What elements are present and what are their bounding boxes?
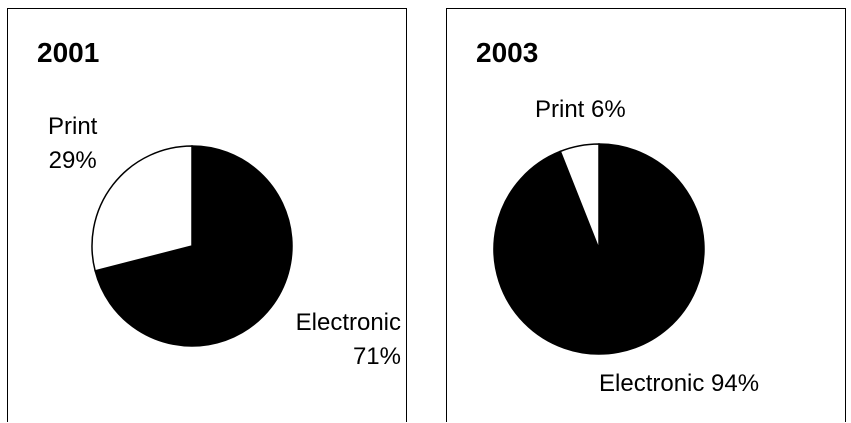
- slice-label-print-2003: Print 6%: [535, 93, 626, 127]
- slice-label-print-2001: Print 29%: [48, 110, 97, 178]
- slice-label-electronic-2001-name: Electronic: [295, 309, 401, 336]
- slice-label-electronic-2001: Electronic 71%: [296, 306, 401, 374]
- slice-label-electronic-2003-name: Electronic: [599, 370, 705, 397]
- pie-chart-2001: [91, 145, 293, 347]
- slice-label-electronic-2003: Electronic 94%: [599, 367, 759, 401]
- pie-slice-print-2001: [91, 145, 193, 272]
- pie-slice-electronic-2001: [94, 145, 293, 347]
- pie-chart-2003-panel: 2003 Print 6% Electronic 94%: [446, 8, 846, 422]
- slice-label-print-2003-value: 6%: [591, 96, 626, 123]
- slice-label-electronic-2003-value: 94%: [711, 370, 760, 397]
- chart-title-2003: 2003: [476, 37, 539, 68]
- slice-label-electronic-2001-value: 71%: [352, 343, 401, 370]
- chart-title-2001: 2001: [37, 37, 100, 68]
- slice-label-print-2001-name: Print: [48, 113, 98, 140]
- slice-label-print-2003-name: Print: [535, 96, 585, 123]
- slice-label-print-2001-value: 29%: [48, 147, 97, 174]
- pie-chart-2001-panel: 2001 Print 29% Electronic 71%: [7, 8, 407, 422]
- pie-chart-2003: [493, 143, 705, 355]
- pie-slice-print-2003: [559, 143, 600, 250]
